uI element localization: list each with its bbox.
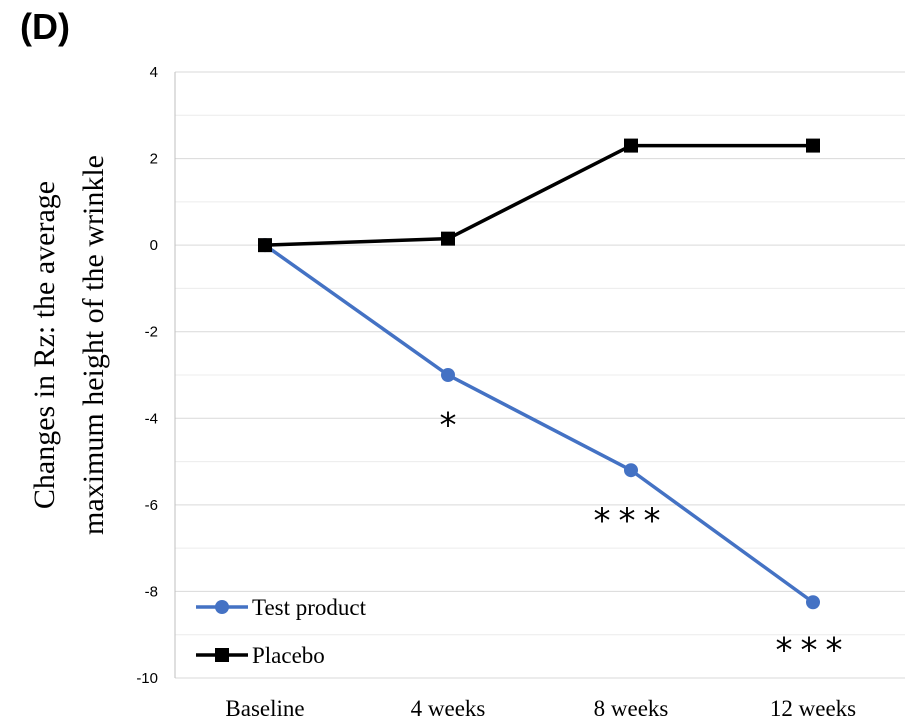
x-tick-label: 8 weeks (594, 696, 669, 721)
significance-annotation: *** (594, 501, 669, 541)
x-tick-label: 12 weeks (770, 696, 856, 721)
y-tick-label: -6 (145, 497, 158, 514)
data-point-placebo (441, 231, 455, 246)
data-point-placebo (624, 138, 638, 153)
data-point-placebo (258, 238, 272, 253)
y-tick-label: -4 (145, 410, 158, 427)
significance-annotation: *** (776, 631, 851, 671)
y-axis-label: Changes in Rz: the average maximum height… (28, 155, 110, 535)
y-tick-label: 4 (150, 64, 158, 81)
x-tick-label: Baseline (225, 696, 304, 721)
legend: Test product Placebo (196, 595, 367, 668)
legend-marker-test-product (215, 600, 229, 614)
annotations: ******* (440, 406, 851, 671)
legend-marker-placebo (215, 648, 229, 662)
y-axis-label-line: Changes in Rz: the average (28, 181, 61, 509)
legend-label-test-product: Test product (252, 595, 367, 620)
y-tick-label: 2 (150, 151, 158, 168)
x-tick-label: 4 weeks (411, 696, 486, 721)
series (258, 138, 820, 610)
series-line-placebo (264, 143, 813, 247)
legend-label-placebo: Placebo (252, 643, 325, 668)
y-tick-labels: 4 2 0 -2 -4 -6 -8 -10 (136, 64, 158, 687)
y-tick-label: -8 (145, 583, 158, 600)
y-tick-label: 0 (150, 237, 158, 254)
series-line-test-product (263, 243, 815, 604)
x-tick-labels: Baseline 4 weeks 8 weeks 12 weeks (225, 696, 856, 721)
data-point-test-product (624, 463, 638, 478)
data-point-test-product (441, 368, 455, 382)
y-tick-label: -2 (145, 324, 158, 341)
gridlines (175, 71, 905, 679)
data-point-test-product (806, 595, 820, 610)
y-tick-label: -10 (136, 670, 158, 687)
data-point-placebo (806, 138, 820, 153)
panel-label: (D) (20, 6, 70, 47)
y-axis-label-line: maximum height of the wrinkle (77, 155, 110, 535)
significance-annotation: * (440, 406, 457, 446)
